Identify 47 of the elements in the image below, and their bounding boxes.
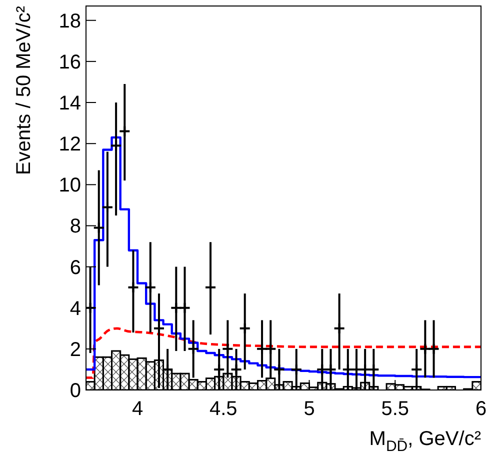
- point: [326, 364, 336, 374]
- point: [257, 344, 268, 354]
- y-axis-title: Events / 50 MeV/c²: [13, 6, 35, 175]
- y-tick-label: 2: [70, 338, 81, 361]
- point: [342, 364, 353, 374]
- y-tick-label: 6: [70, 256, 81, 279]
- point: [368, 364, 379, 374]
- point: [188, 344, 198, 354]
- point: [240, 323, 250, 334]
- point: [334, 323, 344, 334]
- point: [274, 364, 284, 374]
- point: [102, 202, 112, 212]
- y-tick-label: 10: [58, 174, 81, 197]
- point: [351, 364, 362, 374]
- point: [412, 364, 422, 374]
- point: [120, 126, 130, 136]
- point: [162, 364, 173, 374]
- y-tick-label: 12: [58, 134, 81, 156]
- y-tick-label: 8: [70, 216, 81, 238]
- point: [266, 344, 276, 354]
- point: [420, 344, 430, 354]
- x-axis-title: M$_{DD̄}$, GeV/c²: [369, 428, 482, 453]
- point: [360, 364, 370, 374]
- point: [154, 323, 164, 334]
- point: [428, 344, 439, 354]
- point: [317, 364, 328, 374]
- point: [145, 282, 156, 292]
- point: [94, 222, 104, 233]
- y-tick-label: 0: [70, 380, 81, 402]
- y-tick-label: 18: [58, 10, 81, 32]
- x-tick-label: 5.5: [381, 398, 410, 420]
- y-tick-label: 16: [58, 51, 81, 74]
- x-tick-label: 5: [304, 398, 315, 420]
- point: [111, 140, 122, 151]
- y-tick-label: 14: [58, 92, 81, 115]
- point: [222, 344, 233, 354]
- point: [171, 302, 182, 313]
- point: [231, 364, 242, 374]
- point: [180, 302, 190, 313]
- point: [291, 364, 302, 374]
- x-tick-label: 4.5: [209, 398, 238, 420]
- point: [214, 364, 224, 374]
- x-tick-label: 6: [475, 398, 487, 420]
- y-tick-label: 4: [70, 298, 81, 320]
- line-series: [86, 327, 481, 379]
- x-tick-label: 4: [132, 398, 144, 420]
- point: [128, 282, 138, 292]
